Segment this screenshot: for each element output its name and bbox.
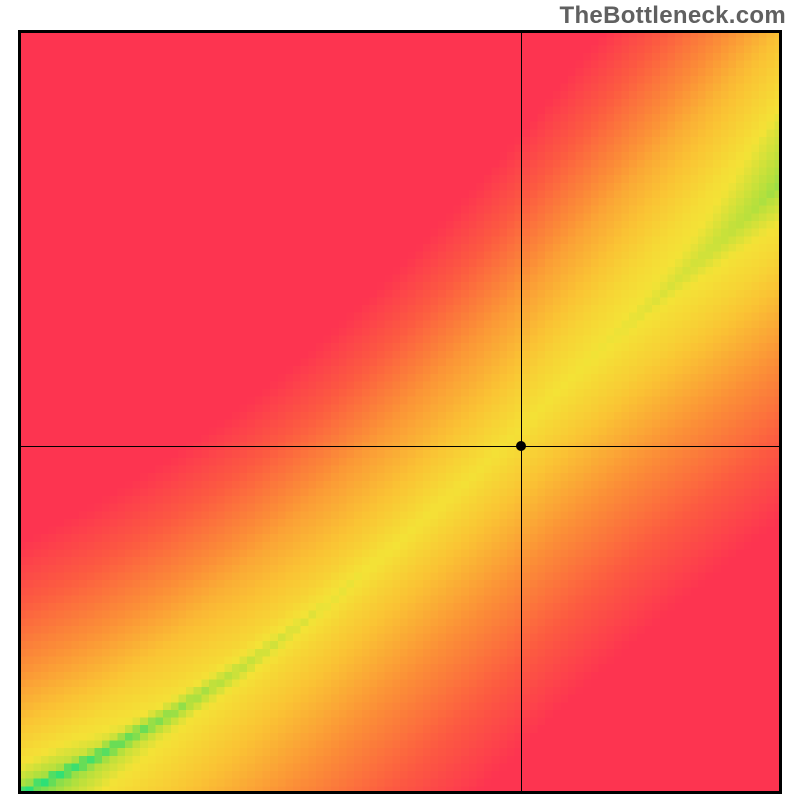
crosshair-vertical [521, 30, 522, 794]
figure-container: TheBottleneck.com [0, 0, 800, 800]
watermark-text: TheBottleneck.com [560, 2, 786, 30]
crosshair-horizontal [18, 446, 782, 447]
bottleneck-heatmap [18, 30, 782, 794]
